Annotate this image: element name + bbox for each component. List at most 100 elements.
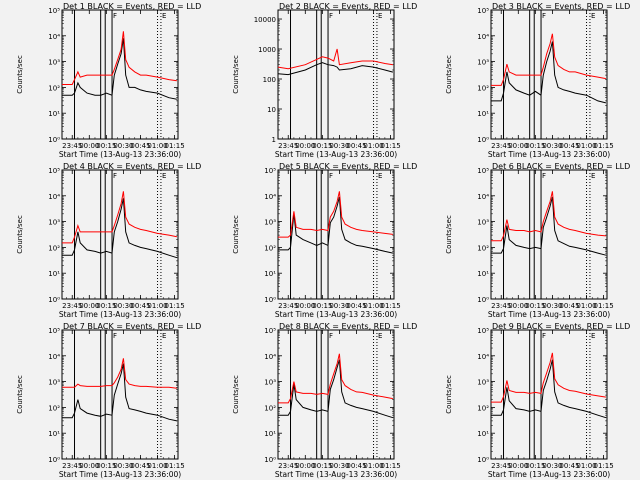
x-axis-label: Start Time (13-Aug-13 23:36:00): [59, 150, 181, 159]
lld-series-line: [278, 191, 393, 238]
marker-flag-label: E: [378, 172, 382, 180]
x-tick-label: 00:45: [559, 142, 579, 150]
y-tick-label: 10⁴: [477, 193, 489, 201]
x-tick-label: 01:00: [576, 302, 596, 310]
plot-frame: [277, 9, 395, 140]
x-tick-label: 01:00: [147, 142, 167, 150]
panel-det-5: Det 5 BLACK = Events, RED = LLD Counts/se…: [232, 162, 417, 319]
plot-frame: [490, 9, 608, 140]
y-axis-label: Counts/sec: [16, 55, 24, 94]
x-tick-label: 00:45: [559, 302, 579, 310]
y-tick-label: 10⁴: [264, 353, 276, 361]
x-tick-label: 01:15: [593, 142, 613, 150]
marker-flag-label: E: [162, 332, 166, 340]
panel-det-8: Det 8 BLACK = Events, RED = LLD Counts/se…: [232, 322, 417, 479]
x-tick-label: 00:45: [130, 462, 150, 470]
x-tick-label: 00:15: [312, 462, 332, 470]
x-tick-label: 01:15: [380, 302, 400, 310]
x-tick-label: 00:30: [113, 302, 133, 310]
y-axis-label: Counts/sec: [16, 375, 24, 414]
x-tick-label: 23:45: [491, 302, 511, 310]
x-tick-label: 00:00: [295, 142, 315, 150]
x-tick-label: 00:00: [295, 462, 315, 470]
lld-series-line: [277, 48, 393, 70]
y-tick-label: 10⁴: [477, 33, 489, 41]
y-tick-label: 10⁰: [477, 136, 489, 144]
y-tick-label: 10¹: [477, 430, 489, 438]
y-tick-label: 10²: [264, 404, 276, 412]
y-tick-label: 10⁵: [477, 327, 489, 335]
panel-det-9: Det 9 BLACK = Events, RED = LLD Counts/se…: [445, 322, 630, 479]
y-tick-label: 100: [263, 76, 276, 84]
y-tick-label: 10³: [264, 379, 276, 387]
plot-frame: [277, 329, 395, 460]
x-tick-label: 23:45: [491, 462, 511, 470]
y-tick-label: 10¹: [264, 430, 276, 438]
marker-flag-label: E: [162, 12, 166, 20]
marker-flag-label: F: [542, 12, 546, 20]
y-axis-label: Counts/sec: [232, 215, 240, 254]
marker-flag-label: E: [378, 12, 382, 20]
x-tick-label: 00:15: [525, 302, 545, 310]
panel-det-6: Det 6 BLACK = Events, RED = LLD Counts/se…: [445, 162, 630, 319]
x-tick-label: 00:15: [312, 302, 332, 310]
events-series-line: [277, 62, 394, 76]
panel-title: Det 2 BLACK = Events, RED = LLD: [279, 2, 417, 11]
x-tick-label: 01:15: [164, 142, 184, 150]
x-tick-label: 00:45: [346, 462, 366, 470]
x-tick-label: 00:30: [542, 302, 562, 310]
x-tick-label: 00:15: [96, 302, 116, 310]
marker-flag-label: F: [542, 172, 546, 180]
x-tick-label: 00:45: [130, 142, 150, 150]
plot-frame: [277, 169, 395, 300]
plot-frame: [490, 329, 608, 460]
x-tick-label: 01:15: [593, 302, 613, 310]
plot-frame: [490, 169, 608, 300]
y-tick-label: 10¹: [48, 430, 60, 438]
y-tick-label: 10³: [264, 219, 276, 227]
lld-series-line: [491, 33, 606, 86]
y-tick-label: 10¹: [48, 110, 60, 118]
x-tick-label: 00:15: [312, 142, 332, 150]
y-tick-label: 10³: [477, 219, 489, 227]
lld-series-line: [62, 31, 177, 85]
lld-series-line: [62, 191, 177, 244]
panel-title: Det 5 BLACK = Events, RED = LLD: [279, 162, 417, 171]
x-tick-label: 00:30: [329, 302, 349, 310]
y-tick-label: 10⁴: [477, 353, 489, 361]
x-tick-label: 01:15: [164, 462, 184, 470]
y-tick-label: 10²: [48, 404, 60, 412]
y-tick-label: 10¹: [477, 110, 489, 118]
y-tick-label: 10⁰: [477, 296, 489, 304]
panel-det-1: Det 1 BLACK = Events, RED = LLD Counts/se…: [16, 2, 201, 159]
panel-det-3: Det 3 BLACK = Events, RED = LLD Counts/se…: [445, 2, 630, 159]
marker-flag-label: E: [591, 332, 595, 340]
y-tick-label: 10⁵: [48, 7, 60, 15]
x-tick-label: 23:45: [62, 142, 82, 150]
x-tick-label: 00:30: [542, 462, 562, 470]
marker-flag-label: F: [113, 172, 117, 180]
x-axis-label: Start Time (13-Aug-13 23:36:00): [59, 470, 181, 479]
y-axis-label: Counts/sec: [16, 215, 24, 254]
marker-flag-label: F: [329, 332, 333, 340]
marker-flag-label: E: [162, 172, 166, 180]
x-tick-label: 00:30: [542, 142, 562, 150]
x-tick-label: 00:00: [79, 302, 99, 310]
x-tick-label: 01:00: [576, 142, 596, 150]
y-tick-label: 10⁴: [48, 33, 60, 41]
x-axis-label: Start Time (13-Aug-13 23:36:00): [275, 470, 397, 479]
y-tick-label: 10²: [477, 404, 489, 412]
y-tick-label: 10⁵: [264, 167, 276, 175]
y-tick-label: 10⁰: [264, 296, 276, 304]
events-series-line: [278, 359, 394, 419]
x-tick-label: 00:30: [113, 142, 133, 150]
x-axis-label: Start Time (13-Aug-13 23:36:00): [275, 310, 397, 319]
marker-flag-label: E: [591, 12, 595, 20]
x-tick-label: 01:15: [380, 462, 400, 470]
panel-title: Det 9 BLACK = Events, RED = LLD: [492, 322, 630, 331]
x-tick-label: 00:00: [508, 302, 528, 310]
y-tick-label: 10³: [477, 379, 489, 387]
panel-title: Det 4 BLACK = Events, RED = LLD: [63, 162, 201, 171]
